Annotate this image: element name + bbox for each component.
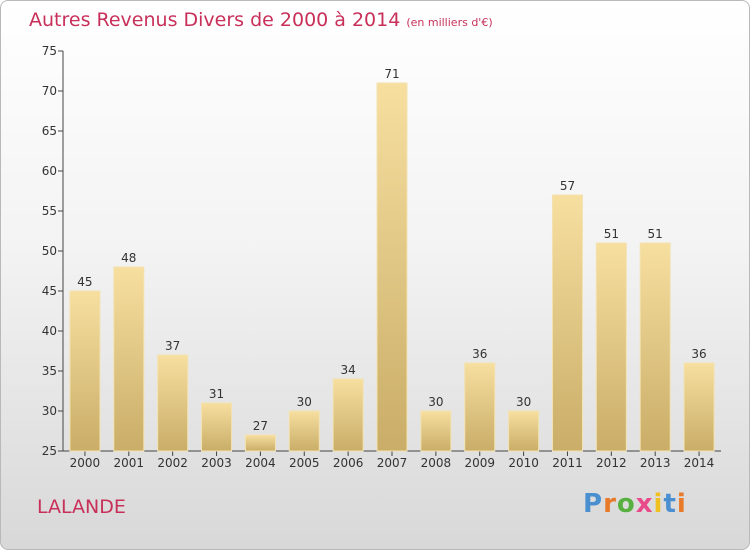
data-label: 30 xyxy=(428,395,443,409)
chart-header: Autres Revenus Divers de 2000 à 2014 (en … xyxy=(29,9,493,31)
bar xyxy=(508,410,540,452)
logo-letter: i xyxy=(653,489,664,519)
chart-subtitle: (en milliers d'€) xyxy=(406,16,493,29)
bar xyxy=(69,290,101,452)
bar xyxy=(595,242,627,452)
bar xyxy=(332,378,364,452)
data-label: 45 xyxy=(77,275,92,289)
x-tick-label: 2000 xyxy=(70,456,101,470)
chart-bars: 45 48 37 31 27 30 34 71 30 36 30 57 51 51 36 xyxy=(69,67,715,452)
x-tick-label: 2012 xyxy=(596,456,627,470)
data-label: 27 xyxy=(253,419,268,433)
data-label: 51 xyxy=(604,227,619,241)
bar xyxy=(201,402,233,452)
data-label: 34 xyxy=(340,363,355,377)
y-tick-label: 45 xyxy=(42,284,57,298)
x-tick-label: 2009 xyxy=(464,456,495,470)
x-tick-label: 2011 xyxy=(552,456,583,470)
logo-letter: P xyxy=(583,489,604,519)
y-tick-label: 25 xyxy=(42,444,57,458)
logo-letter: r xyxy=(603,489,617,519)
logo-letter: x xyxy=(635,489,654,519)
data-label: 36 xyxy=(691,347,706,361)
proxiti-logo: Proxiti xyxy=(583,489,687,519)
data-label: 31 xyxy=(209,387,224,401)
data-label: 36 xyxy=(472,347,487,361)
data-label: 57 xyxy=(560,179,575,193)
data-label: 30 xyxy=(297,395,312,409)
bar xyxy=(683,362,715,452)
chart-title: Autres Revenus Divers de 2000 à 2014 xyxy=(29,9,401,31)
y-tick-label: 75 xyxy=(42,44,57,58)
y-tick-label: 35 xyxy=(42,364,57,378)
x-tick-label: 2004 xyxy=(245,456,276,470)
x-tick-label: 2014 xyxy=(684,456,715,470)
x-tick-label: 2003 xyxy=(201,456,232,470)
y-tick-label: 55 xyxy=(42,204,57,218)
data-label: 71 xyxy=(384,67,399,81)
x-tick-label: 2008 xyxy=(421,456,452,470)
y-tick-label: 65 xyxy=(42,124,57,138)
place-name: LALANDE xyxy=(37,496,126,518)
data-label: 48 xyxy=(121,251,136,265)
data-label: 37 xyxy=(165,339,180,353)
x-tick-label: 2010 xyxy=(508,456,539,470)
logo-letter: o xyxy=(616,489,636,519)
x-tick-label: 2002 xyxy=(157,456,188,470)
y-tick-label: 60 xyxy=(42,164,57,178)
bar xyxy=(464,362,496,452)
data-label: 51 xyxy=(648,227,663,241)
bar xyxy=(288,410,320,452)
x-tick-label: 2007 xyxy=(377,456,408,470)
bar xyxy=(376,82,408,452)
x-tick-label: 2013 xyxy=(640,456,671,470)
x-tick-label: 2006 xyxy=(333,456,364,470)
bar xyxy=(244,434,276,452)
x-tick-label: 2005 xyxy=(289,456,320,470)
logo-letter: t xyxy=(663,489,677,519)
bar xyxy=(551,194,583,452)
y-tick-label: 40 xyxy=(42,324,57,338)
logo-letter: i xyxy=(676,489,687,519)
y-tick-label: 50 xyxy=(42,244,57,258)
y-tick-label: 30 xyxy=(42,404,57,418)
bar xyxy=(639,242,671,452)
bar xyxy=(157,354,189,452)
bar xyxy=(113,266,145,452)
x-tick-label: 2001 xyxy=(114,456,145,470)
data-label: 30 xyxy=(516,395,531,409)
y-tick-label: 70 xyxy=(42,84,57,98)
bar xyxy=(420,410,452,452)
